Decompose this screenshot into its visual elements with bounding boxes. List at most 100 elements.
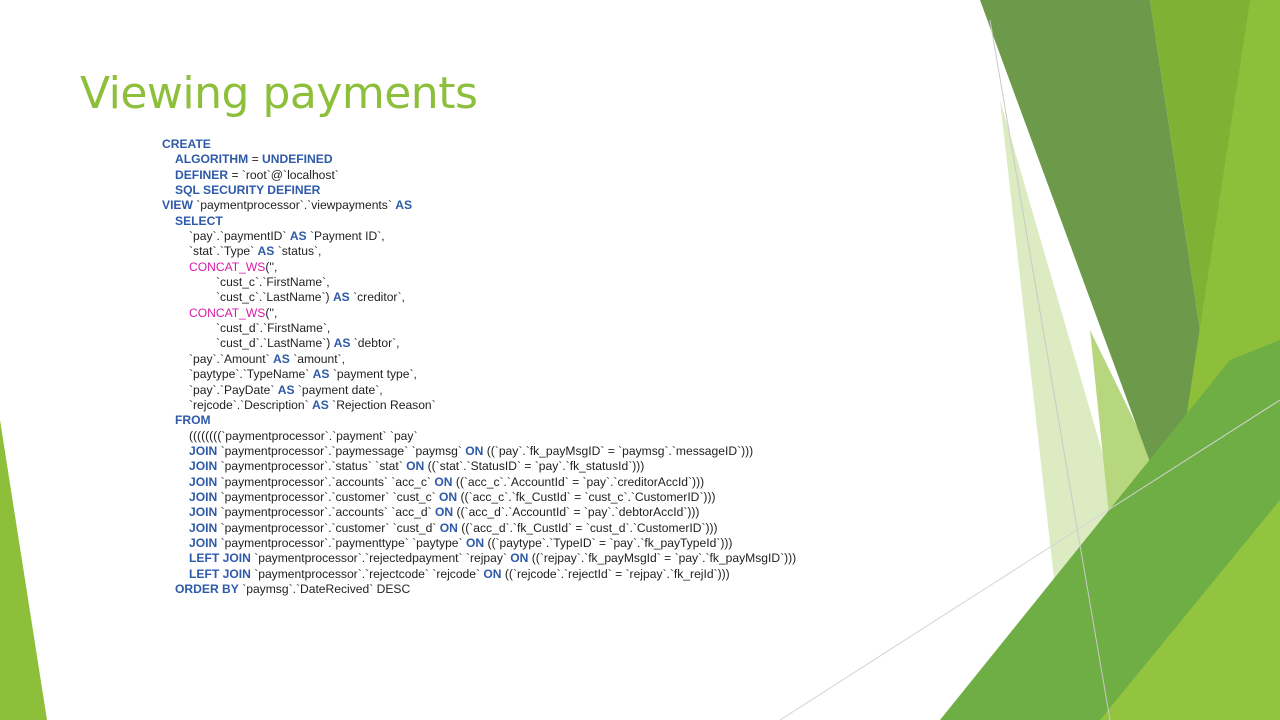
sql-text: ((`rejpay`.`fk_payMsgId` = `pay`.`fk_pay… (528, 551, 797, 566)
sql-text: = `root`@`localhost` (228, 167, 339, 182)
code-line: JOIN `paymentprocessor`.`paymenttype` `p… (162, 536, 922, 551)
sql-keyword: ON (439, 520, 458, 535)
bottom-shape (940, 340, 1280, 720)
sql-keyword: JOIN (189, 443, 218, 458)
sql-text: ('', (265, 259, 278, 274)
sql-keyword: ORDER BY (175, 581, 239, 596)
sql-text: `paymentprocessor`.`customer` `cust_d` (217, 520, 440, 535)
code-line: `stat`.`Type` AS `status`, (162, 244, 922, 259)
sql-text: ((`acc_d`.`AccountId` = `pay`.`debtorAcc… (453, 505, 700, 520)
sql-text: ((`stat`.`StatusID` = `pay`.`fk_statusId… (424, 459, 645, 474)
code-line: `cust_d`.`FirstName`, (162, 321, 922, 336)
sql-text: ((`acc_c`.`fk_CustId` = `cust_c`.`Custom… (457, 489, 716, 504)
sql-keyword: JOIN (189, 520, 218, 535)
sql-keyword: FROM (175, 413, 211, 428)
sql-keyword: ON (434, 474, 453, 489)
code-line: CONCAT_WS('', (162, 260, 922, 275)
sql-text: ((`paytype`.`TypeID` = `pay`.`fk_payType… (484, 535, 733, 550)
code-line: `pay`.`Amount` AS `amount`, (162, 352, 922, 367)
code-line: SQL SECURITY DEFINER (162, 183, 922, 198)
sql-text: ((((((((`paymentprocessor`.`payment` `pa… (189, 428, 418, 443)
code-line: JOIN `paymentprocessor`.`paymessage` `pa… (162, 444, 922, 459)
sql-code-block: CREATE ALGORITHM = UNDEFINED DEFINER = `ro… (162, 137, 922, 597)
code-line: `cust_c`.`LastName`) AS `creditor`, (162, 290, 922, 305)
code-line: JOIN `paymentprocessor`.`customer` `cust… (162, 521, 922, 536)
sql-text: ((`acc_c`.`AccountId` = `pay`.`creditorA… (452, 474, 705, 489)
sql-text: `pay`.`PayDate` (189, 382, 278, 397)
code-line: `cust_d`.`LastName`) AS `debtor`, (162, 336, 922, 351)
sql-function: CONCAT_WS (189, 305, 266, 320)
sql-text: `paymentprocessor`.`accounts` `acc_d` (217, 505, 435, 520)
sql-text: `paymentprocessor`.`status` `stat` (217, 459, 407, 474)
sql-text: `pay`.`Amount` (189, 351, 274, 366)
sql-keyword: AS (332, 290, 350, 305)
code-line: CONCAT_WS('', (162, 306, 922, 321)
code-line: CREATE (162, 137, 922, 152)
code-line: JOIN `paymentprocessor`.`customer` `cust… (162, 490, 922, 505)
right-bright-shape (1140, 0, 1280, 720)
sql-keyword: JOIN (189, 535, 218, 550)
sql-keyword: JOIN (189, 489, 218, 504)
right-pale-shape (1000, 100, 1180, 720)
sql-text: `amount`, (289, 351, 345, 366)
code-line: LEFT JOIN `paymentprocessor`.`rejectedpa… (162, 551, 922, 566)
sql-keyword: SQL SECURITY DEFINER (175, 183, 321, 198)
right-mid-shape (1150, 0, 1280, 330)
sql-keyword: AS (273, 351, 290, 366)
sql-text: `pay`.`paymentID` (189, 229, 290, 244)
sql-text: = (248, 152, 263, 167)
thin-diagonal-line (989, 19, 1111, 720)
code-line: JOIN `paymentprocessor`.`accounts` `acc_… (162, 505, 922, 520)
sql-text: `debtor`, (350, 336, 400, 351)
code-line: LEFT JOIN `paymentprocessor`.`rejectcode… (162, 567, 922, 582)
sql-text: `paymentprocessor`.`rejectedpayment` `re… (250, 551, 511, 566)
sql-keyword: AS (333, 336, 351, 351)
sql-text: `paymentprocessor`.`accounts` `acc_c` (217, 474, 435, 489)
code-line: VIEW `paymentprocessor`.`viewpayments` A… (162, 198, 922, 213)
sql-text: `payment date`, (294, 382, 383, 397)
sql-keyword: JOIN (189, 474, 218, 489)
code-line: SELECT (162, 214, 922, 229)
sql-text: ((`pay`.`fk_payMsgID` = `paymsg`.`messag… (483, 443, 754, 458)
sql-keyword: JOIN (189, 505, 218, 520)
sql-keyword: AS (277, 382, 295, 397)
sql-keyword: ALGORITHM (175, 152, 249, 167)
code-line: JOIN `paymentprocessor`.`status` `stat` … (162, 459, 922, 474)
code-line: DEFINER = `root`@`localhost` (162, 168, 922, 183)
code-line: `rejcode`.`Description` AS `Rejection Re… (162, 398, 922, 413)
sql-text: `paymentprocessor`.`customer` `cust_c` (217, 489, 440, 504)
code-line: `pay`.`PayDate` AS `payment date`, (162, 383, 922, 398)
sql-keyword: ON (483, 566, 502, 581)
sql-keyword: AS (257, 244, 275, 259)
sql-text: `Rejection Reason` (328, 397, 436, 412)
sql-text: `cust_c`.`FirstName`, (216, 275, 330, 290)
sql-text: `cust_c`.`LastName`) (216, 290, 333, 305)
sql-keyword: LEFT JOIN (189, 566, 251, 581)
code-line: `cust_c`.`FirstName`, (162, 275, 922, 290)
code-line: JOIN `paymentprocessor`.`accounts` `acc_… (162, 475, 922, 490)
code-line: ((((((((`paymentprocessor`.`payment` `pa… (162, 429, 922, 444)
sql-text: `cust_d`.`LastName`) (216, 336, 334, 351)
code-line: ORDER BY `paymsg`.`DateRecived` DESC (162, 582, 922, 597)
sql-text: ('', (265, 305, 278, 320)
sql-text: `cust_d`.`FirstName`, (216, 321, 331, 336)
sql-keyword: LEFT JOIN (189, 551, 251, 566)
sql-text: `paymentprocessor`.`paymenttype` `paytyp… (217, 535, 466, 550)
sql-keyword: JOIN (189, 459, 218, 474)
sql-keyword: ON (439, 489, 458, 504)
sql-text: `rejcode`.`Description` (189, 397, 312, 412)
bottom-accent-shape (1100, 500, 1280, 720)
right-light-shape (1090, 330, 1280, 720)
sql-keyword: VIEW (162, 198, 193, 213)
sql-function: CONCAT_WS (189, 259, 266, 274)
sql-keyword: ON (465, 443, 484, 458)
sql-keyword: CREATE (162, 137, 211, 151)
code-line: FROM (162, 413, 922, 428)
sql-keyword: AS (312, 367, 330, 382)
sql-text: `paymsg`.`DateRecived` DESC (238, 581, 411, 596)
sql-keyword: DEFINER (175, 167, 229, 182)
sql-text: `payment type`, (329, 367, 417, 382)
sql-text: `Payment ID`, (306, 229, 385, 244)
slide-title: Viewing payments (80, 68, 478, 119)
sql-keyword: SELECT (175, 213, 223, 228)
